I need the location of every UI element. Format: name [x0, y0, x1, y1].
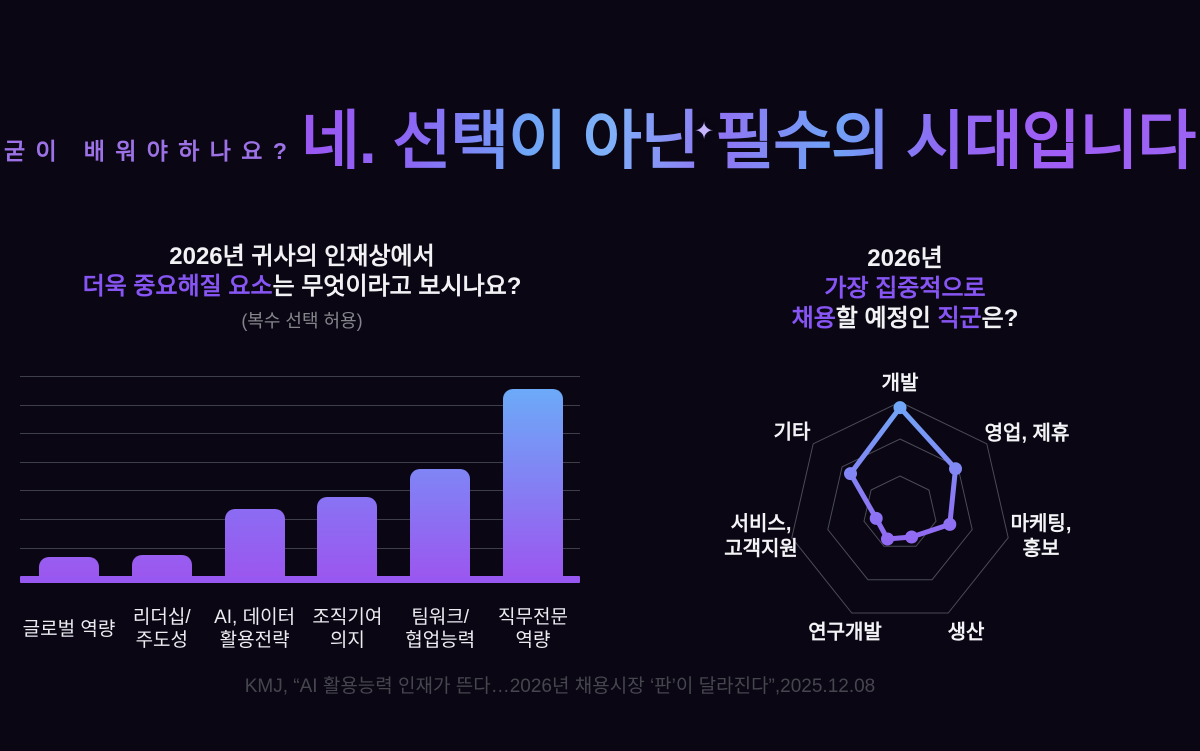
radar-title-highlight: 채용 — [791, 305, 836, 332]
source-citation: KMJ, “AI 활용능력 인재가 뜬다…2026년 채용시장 ‘판’이 달라진… — [244, 676, 876, 697]
gridline — [20, 547, 580, 549]
bar-category-label: 직무전문 역량 — [498, 607, 568, 651]
bar-chart-title: 2026년 귀사의 인재상에서 더욱 중요해질 요소는 무엇이라고 보시나요? … — [52, 242, 552, 336]
radar-chart — [791, 401, 1009, 614]
gridline — [20, 433, 580, 435]
radar-axis-label-sales: 영업, 제휴 — [984, 422, 1070, 445]
radar-axis-label-service: 서비스, 고객지원 — [724, 513, 798, 560]
radar-title-text: 은? — [981, 305, 1019, 332]
bar-chart: 글로벌 역량 리더십/주도성 AI, 데이터 활용전략 조직기여 의지 팀워크/협업능력 직무… — [20, 372, 580, 656]
bar-category-label: 글로벌 역량 — [22, 618, 116, 640]
gridline — [20, 376, 580, 377]
page-title: 네. 선택이 아닌 필수의 시대입니다! — [301, 104, 1200, 178]
radar-axis-label-rnd: 연구개발 — [808, 621, 882, 644]
gridline — [20, 461, 580, 463]
radar-axis-label-marketing: 마케팅, 홍보 — [1010, 513, 1072, 560]
bar-조직기여 의지 — [317, 497, 378, 577]
bar-직무전문 역량 — [503, 389, 563, 577]
radar-title-highlight: 직군 — [937, 305, 982, 332]
bar-팀워크/협업능력 — [410, 469, 471, 577]
bar-AI, 데이터 활용전략 — [224, 509, 285, 577]
radar-chart-title: 2026년 가장 집중적으로 채용할 예정인 직군은? — [655, 244, 1155, 334]
x-axis-baseline — [20, 576, 580, 583]
radar-title-line1: 2026년 — [867, 245, 943, 272]
bar-title-line1: 2026년 귀사의 인재상에서 — [169, 243, 435, 270]
bar-리더십/주도성 — [131, 555, 192, 577]
bar-title-line2: 더욱 중요해질 요소는 무엇이라고 보시나요? — [52, 272, 552, 302]
radar-title-line3: 채용할 예정인 직군은? — [655, 304, 1155, 334]
bar-category-label: 팀워크/협업능력 — [405, 607, 476, 651]
header-question-text: 굳이 배워야하나요? — [4, 138, 298, 164]
radar-axis-label-dev: 개발 — [881, 372, 919, 395]
gridline — [20, 490, 580, 492]
radar-axis-label-production: 생산 — [947, 621, 985, 644]
bar-글로벌 역량 — [39, 557, 99, 577]
bar-category-label: 조직기여 의지 — [312, 607, 383, 651]
bar-title-highlight: 더욱 중요해질 요소 — [82, 273, 273, 300]
gridline — [20, 404, 580, 406]
sparkle-icon: ✦ — [694, 118, 715, 145]
bar-chart-subtitle: (복수 선택 허용) — [241, 311, 363, 331]
radar-axis-label-etc: 기타 — [773, 421, 811, 444]
gridline — [20, 519, 580, 520]
bar-category-label: 리더십/주도성 — [132, 607, 191, 651]
radar-title-text: 할 예정인 — [835, 305, 938, 332]
bar-title-rest: 는 무엇이라고 보시나요? — [272, 273, 522, 300]
radar-title-line2: 가장 집중적으로 — [824, 275, 986, 302]
bar-category-label: AI, 데이터 활용전략 — [214, 607, 296, 651]
